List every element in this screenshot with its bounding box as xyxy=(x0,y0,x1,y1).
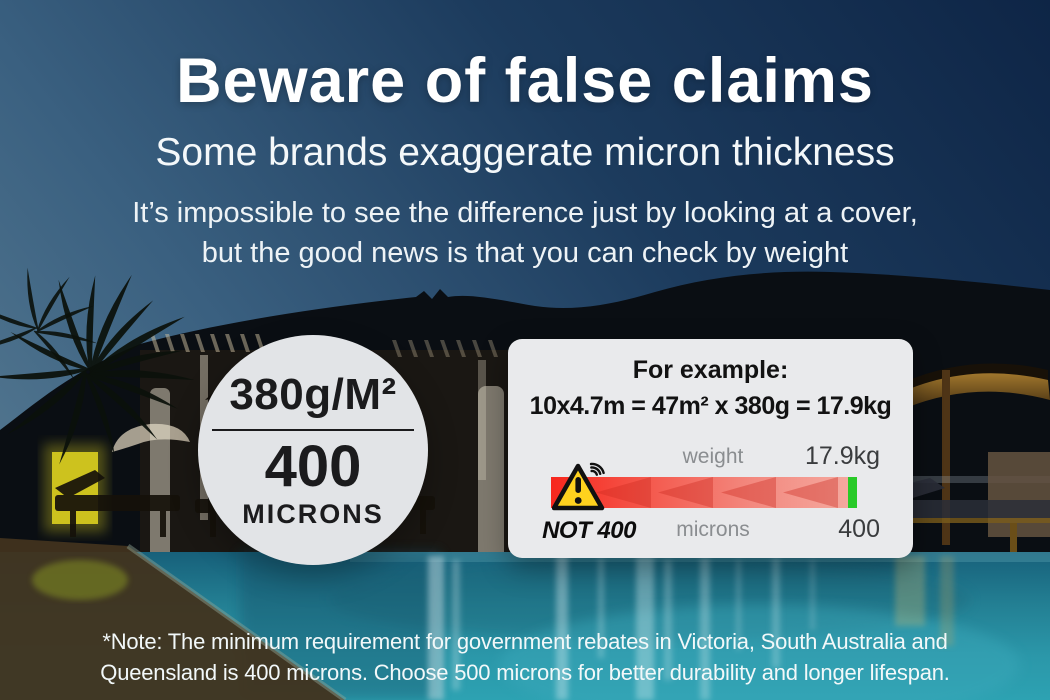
pool-coping-edge xyxy=(126,543,347,700)
badge-microns-value: 400 xyxy=(264,434,362,499)
badge-grammage: 380g/M² xyxy=(229,370,397,419)
hero-subtitle: Some brands exaggerate micron thickness xyxy=(155,131,895,174)
thatch-umbrella-fringe xyxy=(902,373,1050,408)
microns-label: microns xyxy=(676,518,750,541)
pergola-roof-2 xyxy=(392,340,498,357)
example-formula: 10x4.7m = 47m² x 380g = 17.9kg xyxy=(529,392,892,420)
warning-triangle-icon xyxy=(552,462,605,511)
footnote: *Note: The minimum requirement for gover… xyxy=(0,626,1050,688)
example-card: For example: 10x4.7m = 47m² x 380g = 17.… xyxy=(508,339,913,558)
page-title: Beware of false claims xyxy=(176,46,874,116)
hero-tagline: It’s impossible to see the difference ju… xyxy=(0,193,1050,273)
green-target-marker xyxy=(848,477,857,508)
exclamation-mark xyxy=(575,477,581,493)
chevron-left-icons xyxy=(596,477,838,508)
weight-label: weight xyxy=(682,445,744,468)
sound-waves-icon xyxy=(589,462,605,476)
badge-divider xyxy=(212,429,414,431)
stone-pillar xyxy=(988,452,1050,537)
bar-gradient xyxy=(551,477,857,508)
not-400-label: NOT 400 xyxy=(542,517,636,544)
microns-value: 400 xyxy=(838,515,880,543)
badge-microns-unit: MICRONS xyxy=(242,499,384,529)
pool-light xyxy=(500,605,1020,700)
example-heading: For example: xyxy=(632,356,789,384)
micron-spec-badge: 380g/M² 400 MICRONS xyxy=(198,335,428,565)
footnote-line-1: *Note: The minimum requirement for gover… xyxy=(102,629,948,654)
umbrella-reflection xyxy=(32,560,128,600)
footnote-line-2: Queensland is 400 microns. Choose 500 mi… xyxy=(100,660,950,685)
water-reflections xyxy=(428,554,954,700)
tagline-line-1: It’s impossible to see the difference ju… xyxy=(132,197,918,229)
umbrella-pole xyxy=(942,370,950,545)
weight-deficit-bar xyxy=(551,477,857,508)
thatch-umbrella-top xyxy=(900,363,1048,392)
wall-cap xyxy=(902,476,1050,483)
tagline-line-2: but the good news is that you can check … xyxy=(201,237,849,269)
weight-value: 17.9kg xyxy=(804,442,880,470)
